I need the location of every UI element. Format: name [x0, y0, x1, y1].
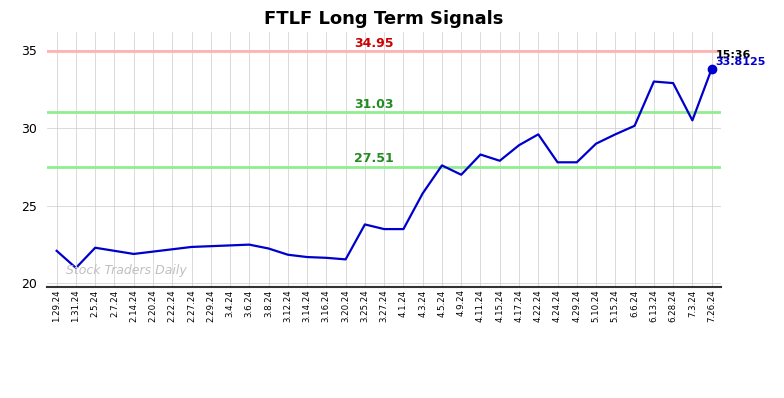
Text: 15:36: 15:36 [716, 51, 751, 60]
Title: FTLF Long Term Signals: FTLF Long Term Signals [264, 10, 504, 27]
Text: 31.03: 31.03 [354, 98, 394, 111]
Text: 33.8125: 33.8125 [716, 57, 766, 67]
Text: 34.95: 34.95 [354, 37, 394, 50]
Text: 27.51: 27.51 [354, 152, 394, 165]
Text: Stock Traders Daily: Stock Traders Daily [67, 264, 187, 277]
